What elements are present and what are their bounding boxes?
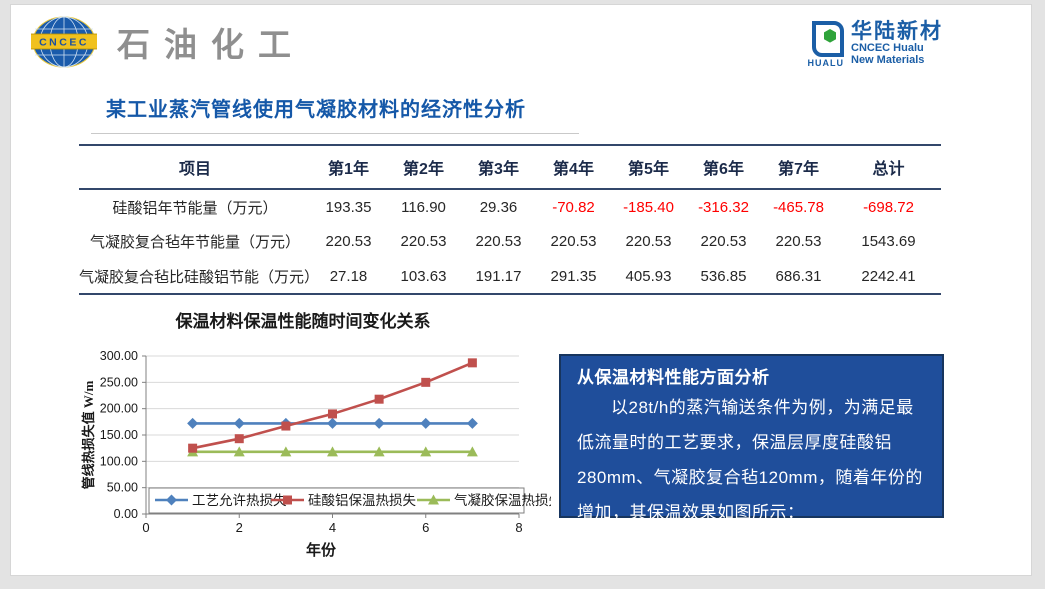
table-cell: -698.72 — [863, 198, 914, 216]
table-cell: 291.35 — [550, 267, 597, 285]
table-cell: 27.18 — [329, 267, 368, 285]
table-cell: 220.53 — [550, 233, 597, 250]
svg-text:0.00: 0.00 — [114, 507, 138, 521]
table-header-cell: 第1年 — [328, 161, 369, 178]
row-label: 气凝胶复合毡年节能量（万元） — [89, 234, 300, 251]
economics-table: 项目 第1年 第2年 第3年 第4年 第5年 第6年 第7年 总计 硅酸铝年节能量（万元） 193… — [79, 144, 941, 295]
table-cell: -185.40 — [623, 198, 674, 216]
slide: CNCEC 石油化工 HUALU 华陆新材 CNCEC Hualu New Ma… — [10, 4, 1032, 576]
table-cell: 116.90 — [401, 198, 446, 216]
infobox-title: 从保温材料性能方面分析 — [577, 368, 770, 387]
table-cell: 29.36 — [479, 198, 518, 216]
legend-label: 气凝胶保温热损失 — [454, 492, 551, 508]
chart-legend: 工艺允许热损失 硅酸铝保温热损失 气凝胶保温热损失 — [148, 487, 562, 514]
table-header-cell: 第5年 — [628, 161, 669, 178]
title-underline — [91, 133, 579, 134]
table-cell: 220.53 — [700, 233, 747, 250]
series-0 — [187, 417, 478, 429]
legend-label: 工艺允许热损失 — [192, 493, 287, 508]
row-label: 硅酸铝年节能量（万元） — [112, 199, 278, 217]
table-cell: -465.78 — [773, 198, 824, 216]
table-header-cell: 总计 — [872, 161, 905, 178]
legend-label: 硅酸铝保温热损失 — [308, 493, 416, 508]
table-cell: 191.17 — [475, 267, 522, 285]
cncec-badge-text: CNCEC — [39, 37, 89, 49]
series-2 — [187, 446, 478, 457]
svg-text:0: 0 — [142, 520, 149, 535]
table-header-cell: 第7年 — [778, 161, 819, 178]
cncec-logo: CNCEC 石油化工 — [31, 15, 305, 69]
table-cell: -70.82 — [552, 198, 595, 216]
hualu-logo-icon — [811, 21, 844, 57]
table-header-row: 项目 第1年 第2年 第3年 第4年 第5年 第6年 第7年 总计 — [79, 145, 941, 189]
hualu-logo: HUALU 华陆新材 CNCEC Hualu New Materials — [807, 20, 944, 68]
table-cell: 220.53 — [475, 233, 522, 250]
table-cell: 220.53 — [775, 233, 822, 250]
row-label: 气凝胶复合毡比硅酸铝节能（万元） — [79, 268, 320, 286]
table-header-cell: 第6年 — [703, 161, 744, 178]
svg-text:8: 8 — [515, 520, 522, 535]
hualu-cn-name: 华陆新材 — [851, 20, 943, 43]
page-title: 某工业蒸汽管线使用气凝胶材料的经济性分析 — [106, 99, 526, 121]
table-row: 硅酸铝年节能量（万元） 193.35 116.90 29.36 -70.82 -185.4… — [79, 189, 941, 224]
hualu-icon-text: HUALU — [807, 58, 844, 68]
table-cell: 686.31 — [775, 267, 822, 285]
table-header-cell: 第2年 — [403, 161, 444, 178]
svg-text:150.00: 150.00 — [100, 428, 138, 442]
svg-text:4: 4 — [329, 520, 336, 535]
hualu-en-line1: CNCEC Hualu — [851, 42, 924, 55]
analysis-infobox: 从保温材料性能方面分析 以28t/h的蒸汽输送条件为例，为满足最低流量时的工艺要… — [559, 354, 944, 522]
table-cell: 220.53 — [625, 233, 672, 250]
svg-text:100.00: 100.00 — [100, 454, 138, 468]
table-cell: 220.53 — [325, 233, 372, 250]
infobox-body: 以28t/h的蒸汽输送条件为例，为满足最低流量时的工艺要求，保温层厚度硅酸铝28… — [577, 398, 923, 522]
table-header-cell: 第4年 — [553, 161, 594, 178]
svg-text:250.00: 250.00 — [100, 375, 138, 389]
table-cell: 536.85 — [700, 267, 747, 285]
series-1 — [188, 358, 477, 453]
chart-title: 保温材料保温性能随时间变化关系 — [175, 311, 431, 331]
x-axis-label: 年份 — [306, 541, 337, 559]
table-cell: -316.32 — [698, 198, 749, 216]
svg-text:200.00: 200.00 — [100, 402, 138, 416]
svg-text:300.00: 300.00 — [100, 349, 138, 363]
table-cell: 103.63 — [400, 267, 447, 285]
chart-area: 保温材料保温性能随时间变化关系 0.00 50.00 100.00 150.00 200.… — [81, 309, 562, 569]
table-header-cell: 第3年 — [478, 161, 519, 178]
chart-grid: 0.00 50.00 100.00 150.00 200.00 250.00 300.00 0… — [100, 349, 523, 535]
table-row: 气凝胶复合毡比硅酸铝节能（万元） 27.18 103.63 191.17 291.35 4… — [79, 259, 941, 294]
table-row: 气凝胶复合毡年节能量（万元） 220.53 220.53 220.53 220.53 22… — [79, 224, 941, 259]
hualu-en-line2: New Materials — [851, 53, 925, 66]
cncec-globe-icon: CNCEC — [31, 16, 97, 68]
table-cell: 2242.41 — [861, 267, 916, 285]
svg-text:6: 6 — [422, 520, 429, 535]
table-cell: 1543.69 — [861, 233, 916, 250]
table-header-cell: 项目 — [178, 161, 211, 178]
table-cell: 193.35 — [325, 198, 372, 216]
y-axis-label: 管线热损失值 W/m — [81, 380, 96, 489]
brand-text: 石油化工 — [117, 28, 305, 64]
table-cell: 405.93 — [625, 267, 672, 285]
svg-text:2: 2 — [236, 520, 243, 535]
insulation-performance-chart: 保温材料保温性能随时间变化关系0.0050.00100.00150.00200.… — [81, 311, 562, 559]
table-cell: 220.53 — [400, 233, 447, 250]
svg-text:50.00: 50.00 — [107, 481, 138, 495]
